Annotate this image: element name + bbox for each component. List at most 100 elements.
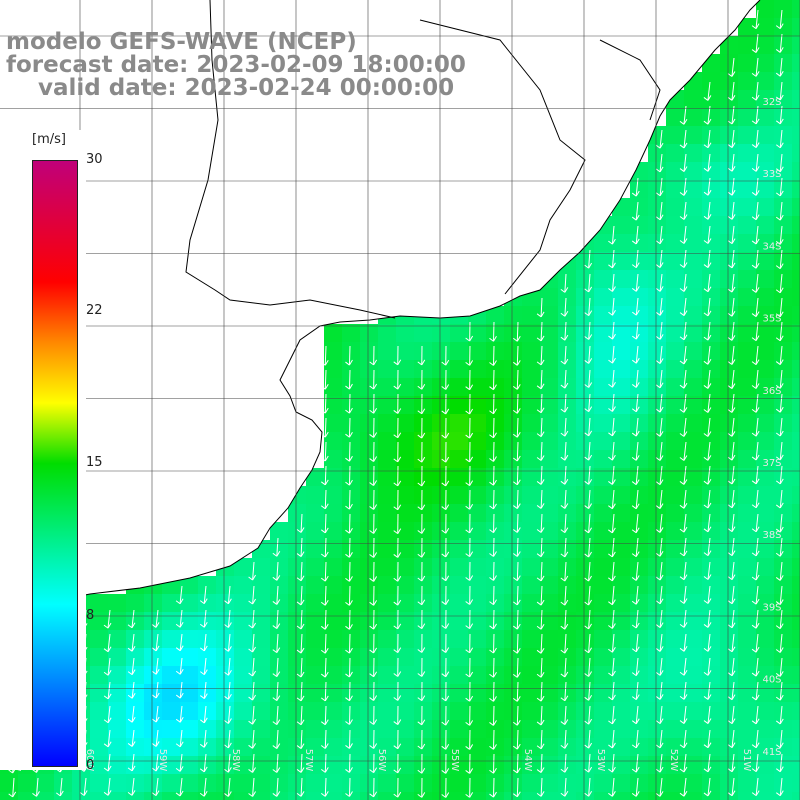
wind-arrow <box>175 609 184 628</box>
wind-cell <box>414 630 433 649</box>
wind-arrow <box>175 657 184 675</box>
wind-arrow <box>584 585 592 606</box>
wind-cell <box>720 666 739 685</box>
wind-cell <box>612 756 631 775</box>
wind-arrow <box>560 489 569 509</box>
wind-cell <box>306 684 325 703</box>
wind-cell <box>720 594 739 613</box>
wind-arrow <box>751 513 760 533</box>
wind-cell <box>774 738 793 757</box>
wind-cell <box>396 378 415 397</box>
wind-cell <box>90 612 109 631</box>
wind-cell <box>90 774 109 793</box>
wind-cell <box>396 594 415 613</box>
wind-cell <box>360 648 379 667</box>
wind-arrow <box>679 129 688 149</box>
wind-cell <box>756 90 775 109</box>
wind-cell <box>342 360 361 379</box>
wind-cell <box>216 738 235 757</box>
wind-cell <box>234 720 253 739</box>
wind-cell <box>630 198 649 217</box>
wind-cell <box>180 756 199 775</box>
wind-cell <box>684 108 703 127</box>
wind-cell <box>162 612 181 631</box>
wind-arrow <box>631 585 640 605</box>
wind-cell <box>576 684 595 703</box>
wind-cell <box>216 684 235 703</box>
wind-cell <box>648 486 667 505</box>
wind-cell <box>324 666 343 685</box>
wind-cell <box>684 180 703 199</box>
wind-cell <box>162 666 181 685</box>
wind-arrow <box>631 681 640 701</box>
wind-arrow <box>679 681 688 700</box>
wind-arrow <box>608 753 616 773</box>
wind-cell <box>792 468 800 487</box>
wind-arrow <box>248 705 257 725</box>
wind-arrow <box>655 513 664 533</box>
wind-cell <box>162 630 181 649</box>
coastline-line <box>0 0 761 613</box>
wind-cell <box>504 450 523 469</box>
wind-arrow <box>655 321 664 340</box>
wind-cell <box>468 756 487 775</box>
wind-cell <box>360 522 379 541</box>
wind-cell <box>774 378 793 397</box>
wind-cell <box>612 720 631 739</box>
wind-arrow <box>32 777 40 797</box>
wind-arrow <box>703 393 712 413</box>
wind-cell <box>540 396 559 415</box>
wind-cell <box>756 144 775 163</box>
wind-cell <box>558 378 577 397</box>
wind-cell <box>558 612 577 631</box>
wind-cell <box>720 630 739 649</box>
wind-cell <box>414 468 433 487</box>
wind-cell <box>648 216 667 235</box>
wind-cell <box>504 630 523 649</box>
wind-arrow <box>465 681 474 702</box>
wind-cell <box>108 756 127 775</box>
wind-cell <box>792 288 800 307</box>
wind-cell <box>198 594 217 613</box>
wind-arrow <box>536 777 545 797</box>
wind-cell <box>774 702 793 721</box>
wind-cell <box>666 558 685 577</box>
wind-cell <box>540 486 559 505</box>
wind-cell <box>576 738 595 757</box>
wind-arrow <box>751 321 760 342</box>
wind-cell <box>360 414 379 433</box>
wind-cell <box>756 756 775 775</box>
wind-cell <box>342 666 361 685</box>
wind-cell <box>126 738 145 757</box>
wind-cell <box>630 270 649 289</box>
wind-cell <box>684 324 703 343</box>
wind-cell <box>486 702 505 721</box>
wind-cell <box>612 738 631 757</box>
wind-arrow <box>224 657 232 676</box>
wind-cell <box>306 558 325 577</box>
wind-cell <box>774 0 793 19</box>
wind-cell <box>144 594 163 613</box>
wind-cell <box>108 774 127 793</box>
wind-arrow <box>345 633 353 654</box>
wind-arrow <box>775 441 784 461</box>
wind-arrow <box>775 57 784 77</box>
wind-cell <box>558 342 577 361</box>
wind-cell <box>594 792 613 800</box>
wind-cell <box>648 234 667 253</box>
wind-cell <box>324 738 343 757</box>
wind-cell <box>270 594 289 613</box>
wind-arrow <box>393 753 402 774</box>
wind-cell <box>702 414 721 433</box>
wind-cell <box>414 576 433 595</box>
wind-cell <box>198 774 217 793</box>
wind-cell <box>684 558 703 577</box>
wind-cell <box>630 594 649 613</box>
wind-arrow <box>727 585 736 605</box>
wind-cell <box>414 792 433 800</box>
wind-arrow <box>703 753 712 773</box>
wind-arrow <box>655 777 664 797</box>
wind-cell <box>774 684 793 703</box>
wind-arrow <box>127 657 136 676</box>
wind-cell <box>450 432 469 451</box>
